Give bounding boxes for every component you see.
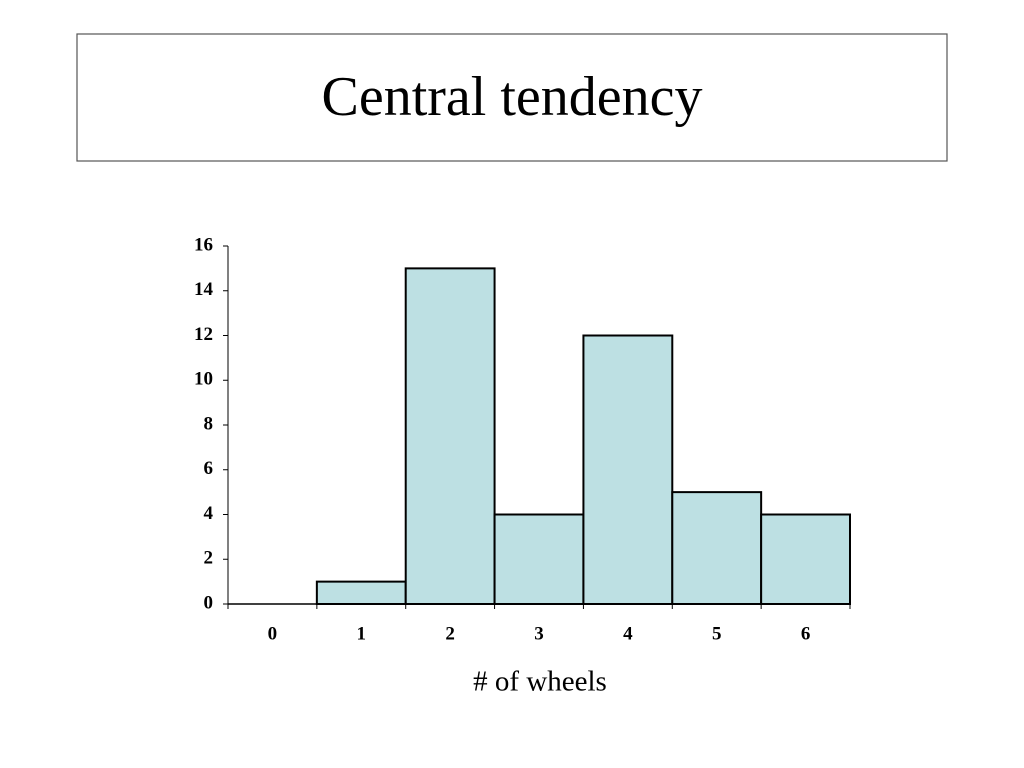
bar: [404, 267, 496, 605]
bar: [760, 513, 852, 605]
x-tick-label: 0: [268, 623, 278, 644]
bar: [582, 334, 674, 605]
y-tick-label: 2: [204, 548, 214, 569]
y-tick-label: 12: [194, 324, 213, 345]
x-tick-label: 5: [712, 623, 722, 644]
y-tick-label: 4: [204, 503, 214, 524]
y-tick-label: 0: [204, 592, 214, 613]
title-box: [76, 33, 948, 162]
bar: [493, 513, 585, 605]
y-tick-label: 16: [194, 234, 213, 255]
y-tick-label: 10: [194, 369, 213, 390]
x-tick-label: 6: [801, 623, 811, 644]
y-tick-label: 6: [204, 458, 214, 479]
bar: [315, 580, 407, 605]
x-tick-label: 3: [534, 623, 544, 644]
x-tick-label: 4: [623, 623, 633, 644]
x-tick-label: 2: [445, 623, 455, 644]
y-tick-label: 14: [194, 279, 214, 300]
x-axis-label: # of wheels: [473, 666, 607, 698]
y-tick-label: 8: [204, 413, 214, 434]
chart-title: Central tendency: [322, 66, 703, 128]
x-tick-label: 1: [357, 623, 367, 644]
bar: [671, 491, 763, 605]
